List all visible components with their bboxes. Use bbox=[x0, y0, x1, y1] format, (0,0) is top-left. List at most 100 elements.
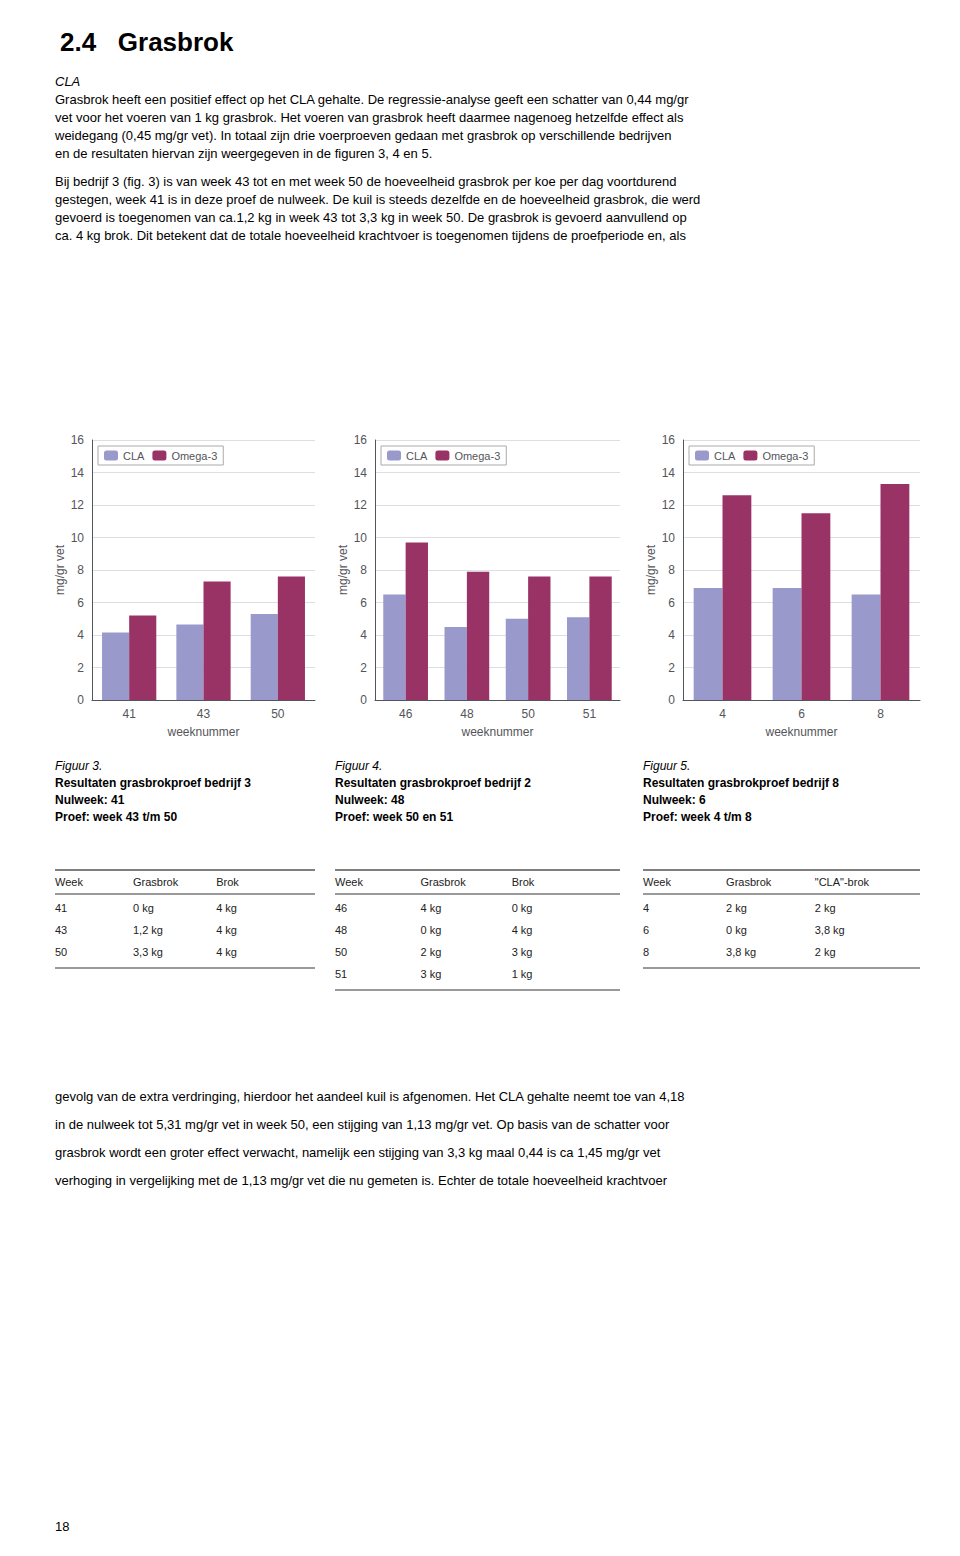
svg-text:8: 8 bbox=[643, 946, 649, 958]
svg-text:10: 10 bbox=[71, 531, 85, 545]
svg-text:4 kg: 4 kg bbox=[216, 946, 237, 958]
svg-text:Figuur 5.: Figuur 5. bbox=[643, 759, 690, 773]
svg-text:2: 2 bbox=[668, 661, 675, 675]
svg-text:46: 46 bbox=[335, 902, 347, 914]
svg-text:46: 46 bbox=[399, 707, 413, 721]
svg-text:Proef: week 4 t/m 8: Proef: week 4 t/m 8 bbox=[643, 810, 752, 824]
svg-text:CLA: CLA bbox=[55, 74, 80, 89]
svg-text:mg/gr vet: mg/gr vet bbox=[336, 544, 350, 595]
svg-text:14: 14 bbox=[71, 466, 85, 480]
svg-text:2: 2 bbox=[360, 661, 367, 675]
svg-text:16: 16 bbox=[71, 433, 85, 447]
svg-text:weidegang (0,45 mg/gr vet). In: weidegang (0,45 mg/gr vet). In totaal zi… bbox=[54, 128, 671, 143]
svg-text:12: 12 bbox=[354, 498, 368, 512]
svg-text:6: 6 bbox=[77, 596, 84, 610]
svg-text:Figuur 4.: Figuur 4. bbox=[335, 759, 382, 773]
svg-text:0: 0 bbox=[77, 693, 84, 707]
svg-text:4: 4 bbox=[77, 628, 84, 642]
svg-text:14: 14 bbox=[354, 466, 368, 480]
svg-text:Proef: week 50 en 51: Proef: week 50 en 51 bbox=[335, 810, 453, 824]
svg-text:Nulweek: 41: Nulweek: 41 bbox=[55, 793, 125, 807]
svg-text:16: 16 bbox=[662, 433, 676, 447]
svg-text:12: 12 bbox=[662, 498, 676, 512]
svg-text:51: 51 bbox=[583, 707, 597, 721]
svg-text:CLA: CLA bbox=[123, 450, 145, 462]
svg-text:mg/gr vet: mg/gr vet bbox=[644, 544, 658, 595]
svg-text:41: 41 bbox=[55, 902, 67, 914]
svg-text:Omega-3: Omega-3 bbox=[762, 450, 808, 462]
svg-text:0: 0 bbox=[668, 693, 675, 707]
svg-text:2: 2 bbox=[77, 661, 84, 675]
svg-text:CLA: CLA bbox=[714, 450, 736, 462]
svg-text:10: 10 bbox=[662, 531, 676, 545]
svg-text:2 kg: 2 kg bbox=[421, 946, 442, 958]
svg-text:Grasbrok: Grasbrok bbox=[421, 876, 467, 888]
svg-text:vet voor het voeren van 1 kg g: vet voor het voeren van 1 kg grasbrok. H… bbox=[55, 110, 684, 125]
svg-text:3,3 kg: 3,3 kg bbox=[133, 946, 163, 958]
svg-text:4: 4 bbox=[719, 707, 726, 721]
svg-text:6: 6 bbox=[668, 596, 675, 610]
svg-text:4 kg: 4 kg bbox=[216, 924, 237, 936]
svg-text:Proef: week 43 t/m 50: Proef: week 43 t/m 50 bbox=[55, 810, 177, 824]
svg-text:gestegen, week 41 is in deze p: gestegen, week 41 is in deze proef de nu… bbox=[55, 192, 700, 207]
svg-text:Week: Week bbox=[643, 876, 671, 888]
svg-text:16: 16 bbox=[354, 433, 368, 447]
svg-text:4: 4 bbox=[643, 902, 649, 914]
svg-text:ca. 4 kg brok. Dit betekent da: ca. 4 kg brok. Dit betekent dat de total… bbox=[55, 228, 686, 243]
svg-text:0 kg: 0 kg bbox=[726, 924, 747, 936]
svg-text:8: 8 bbox=[77, 563, 84, 577]
svg-text:0: 0 bbox=[360, 693, 367, 707]
svg-text:3 kg: 3 kg bbox=[421, 968, 442, 980]
svg-text:2 kg: 2 kg bbox=[815, 946, 836, 958]
svg-text:weeknummer: weeknummer bbox=[166, 725, 239, 739]
svg-text:51: 51 bbox=[335, 968, 347, 980]
svg-text:4 kg: 4 kg bbox=[216, 902, 237, 914]
svg-text:grasbrok wordt een groter effe: grasbrok wordt een groter effect verwach… bbox=[55, 1145, 661, 1160]
svg-text:Nulweek: 48: Nulweek: 48 bbox=[335, 793, 405, 807]
svg-text:Grasbrok: Grasbrok bbox=[726, 876, 772, 888]
svg-text:Week: Week bbox=[335, 876, 363, 888]
svg-text:verhoging in vergelijking met: verhoging in vergelijking met de 1,13 mg… bbox=[55, 1173, 668, 1188]
svg-text:50: 50 bbox=[271, 707, 285, 721]
svg-text:weeknummer: weeknummer bbox=[764, 725, 837, 739]
svg-text:weeknummer: weeknummer bbox=[460, 725, 533, 739]
svg-text:4 kg: 4 kg bbox=[512, 924, 533, 936]
svg-text:Omega-3: Omega-3 bbox=[171, 450, 217, 462]
svg-text:6: 6 bbox=[643, 924, 649, 936]
svg-text:50: 50 bbox=[55, 946, 67, 958]
svg-text:in de nulweek tot 5,31 mg/gr v: in de nulweek tot 5,31 mg/gr vet in week… bbox=[55, 1117, 670, 1132]
svg-text:Bij bedrijf 3 (fig. 3) is van: Bij bedrijf 3 (fig. 3) is van week 43 to… bbox=[55, 174, 676, 189]
svg-text:14: 14 bbox=[662, 466, 676, 480]
svg-text:"CLA"-brok: "CLA"-brok bbox=[815, 876, 870, 888]
svg-text:Omega-3: Omega-3 bbox=[454, 450, 500, 462]
svg-text:en de resultaten hiervan zijn: en de resultaten hiervan zijn weergegeve… bbox=[55, 146, 432, 161]
svg-text:4: 4 bbox=[360, 628, 367, 642]
svg-text:48: 48 bbox=[335, 924, 347, 936]
svg-text:Week: Week bbox=[55, 876, 83, 888]
svg-text:Brok: Brok bbox=[512, 876, 535, 888]
svg-text:1 kg: 1 kg bbox=[512, 968, 533, 980]
svg-text:2.4 Grasbrok: 2.4 Grasbrok bbox=[60, 27, 234, 57]
svg-text:43: 43 bbox=[55, 924, 67, 936]
svg-text:Grasbrok heeft een positief ef: Grasbrok heeft een positief effect op he… bbox=[55, 92, 689, 107]
svg-text:50: 50 bbox=[521, 707, 535, 721]
svg-text:41: 41 bbox=[122, 707, 136, 721]
svg-text:Resultaten grasbrokproef bedri: Resultaten grasbrokproef bedrijf 3 bbox=[55, 776, 251, 790]
svg-text:8: 8 bbox=[360, 563, 367, 577]
svg-text:3 kg: 3 kg bbox=[512, 946, 533, 958]
svg-text:Resultaten grasbrokproef bedri: Resultaten grasbrokproef bedrijf 2 bbox=[335, 776, 531, 790]
svg-text:12: 12 bbox=[71, 498, 85, 512]
svg-text:18: 18 bbox=[55, 1519, 69, 1534]
svg-text:43: 43 bbox=[197, 707, 211, 721]
svg-text:gevolg van de extra verdringin: gevolg van de extra verdringing, hierdoo… bbox=[55, 1089, 684, 1104]
svg-text:0 kg: 0 kg bbox=[421, 924, 442, 936]
svg-text:mg/gr vet: mg/gr vet bbox=[53, 544, 67, 595]
svg-text:8: 8 bbox=[668, 563, 675, 577]
svg-text:4 kg: 4 kg bbox=[421, 902, 442, 914]
svg-text:3,8 kg: 3,8 kg bbox=[815, 924, 845, 936]
svg-text:48: 48 bbox=[460, 707, 474, 721]
svg-text:CLA: CLA bbox=[406, 450, 428, 462]
svg-text:2 kg: 2 kg bbox=[815, 902, 836, 914]
svg-text:50: 50 bbox=[335, 946, 347, 958]
svg-text:Nulweek: 6: Nulweek: 6 bbox=[643, 793, 706, 807]
